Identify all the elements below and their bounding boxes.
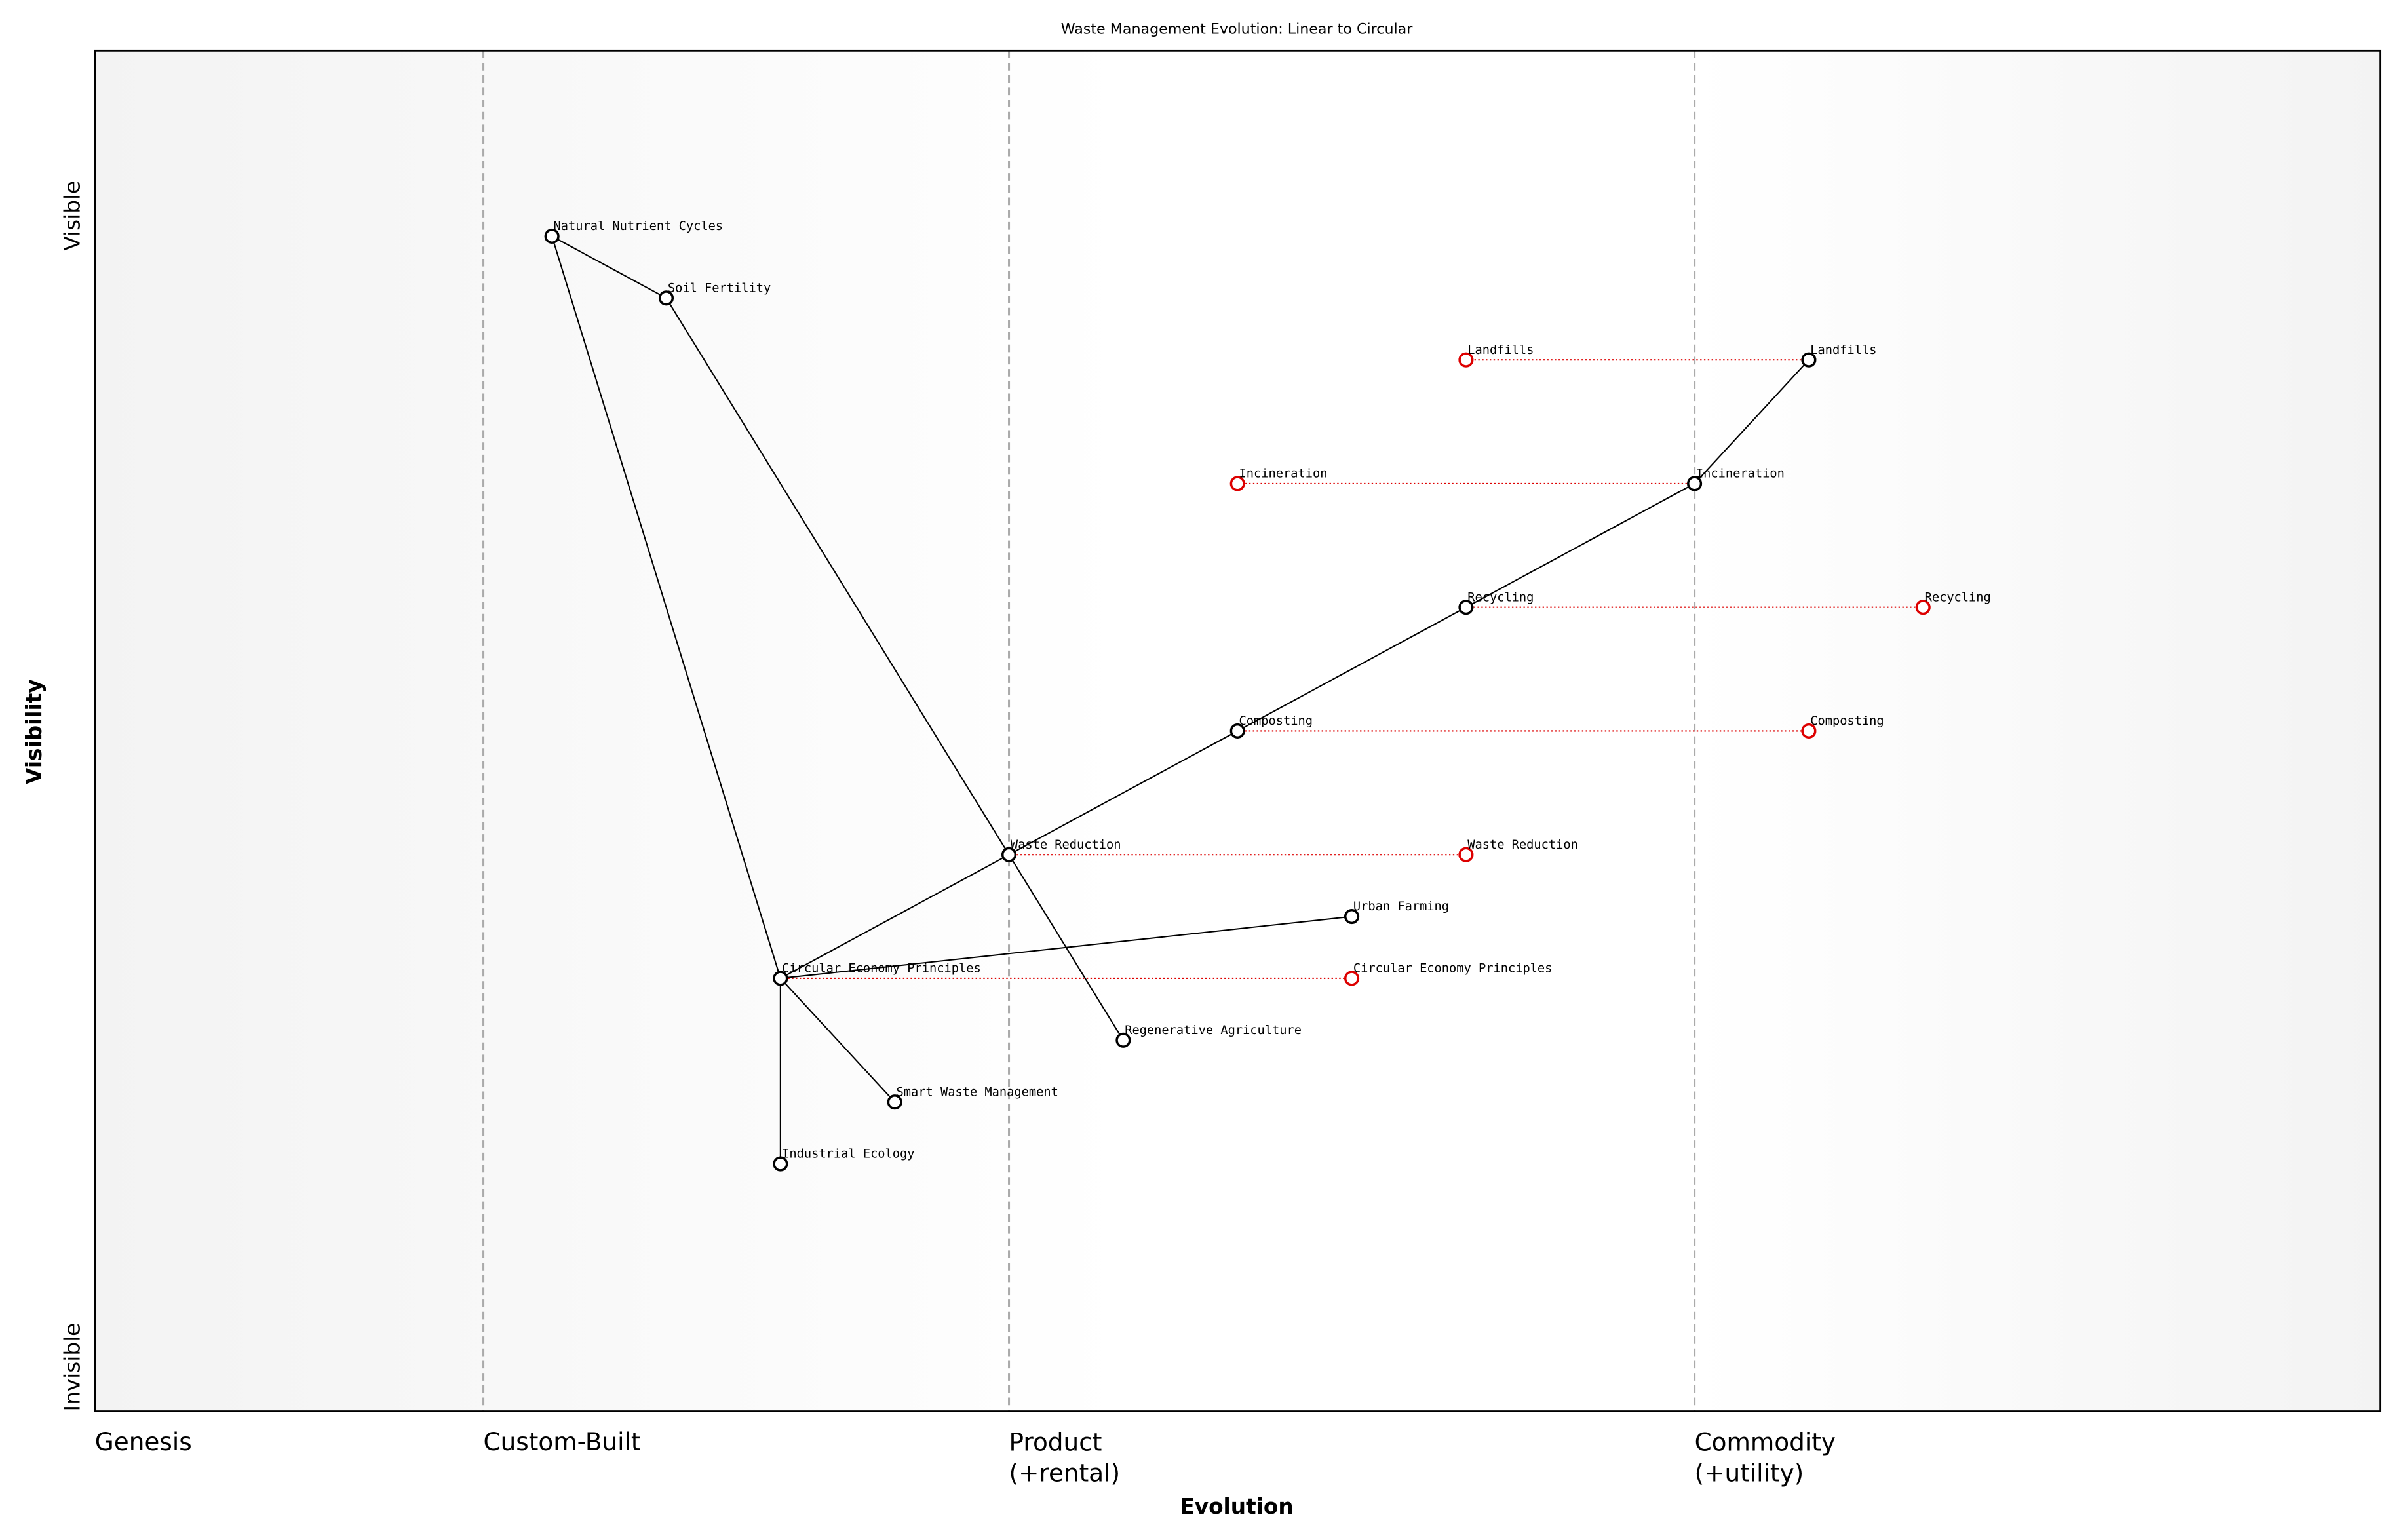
evolved-label: Incineration	[1239, 467, 1328, 481]
link	[1694, 359, 1810, 484]
component-label: Soil Fertility	[668, 281, 771, 295]
evolved-label: Recycling	[1925, 590, 1991, 604]
chart-title: Waste Management Evolution: Linear to Ci…	[1061, 21, 1414, 38]
component-label: Urban Farming	[1353, 900, 1449, 914]
evolved-label: Circular Economy Principles	[1353, 962, 1553, 976]
component	[1344, 909, 1360, 925]
evolved-component	[1344, 971, 1360, 986]
component	[1115, 1032, 1131, 1048]
y-top-label: Visible	[60, 181, 85, 251]
x-tick-label: Custom-Built	[484, 1427, 641, 1456]
link	[1009, 730, 1238, 856]
link	[665, 298, 1124, 1041]
component	[773, 1156, 788, 1172]
x-tick-label: Product (+rental)	[1009, 1427, 1121, 1487]
y-axis-label: Visibility	[22, 679, 47, 784]
evolved-label: Landfills	[1467, 343, 1534, 357]
component	[1801, 352, 1817, 368]
component-label: Natural Nutrient Cycles	[554, 220, 724, 233]
evolved-component	[1915, 600, 1931, 615]
link	[551, 235, 667, 299]
evolved-component	[1229, 476, 1245, 491]
component-label: Industrial Ecology	[782, 1147, 914, 1161]
evolved-label: Composting	[1810, 714, 1884, 728]
link	[1465, 483, 1695, 608]
plot-frame	[94, 49, 2382, 1412]
component-label: Recycling	[1467, 590, 1534, 604]
component	[1001, 847, 1017, 862]
evolved-component	[1801, 723, 1817, 739]
link	[551, 236, 781, 979]
component-label: Composting	[1239, 714, 1313, 728]
link	[780, 854, 1010, 979]
component	[1229, 723, 1245, 739]
component-label: Landfills	[1810, 343, 1876, 357]
component-label: Waste Reduction	[1011, 838, 1121, 852]
component	[773, 971, 788, 986]
y-bottom-label: Invisible	[60, 1323, 85, 1412]
component-label: Regenerative Agriculture	[1125, 1024, 1302, 1037]
link	[780, 915, 1352, 979]
evolved-component	[1458, 352, 1474, 368]
link	[780, 978, 895, 1103]
evolved-label: Waste Reduction	[1467, 838, 1578, 852]
component	[658, 290, 674, 306]
component	[1458, 600, 1474, 615]
component-label: Smart Waste Management	[897, 1085, 1058, 1099]
component	[887, 1094, 902, 1110]
link	[1237, 606, 1467, 732]
evolved-component	[1458, 847, 1474, 862]
component	[1687, 476, 1703, 491]
component-label: Circular Economy Principles	[782, 962, 981, 976]
x-tick-label: Commodity (+utility)	[1695, 1427, 1836, 1487]
x-axis-label: Evolution	[1180, 1494, 1293, 1519]
component-label: Incineration	[1696, 467, 1785, 481]
x-tick-label: Genesis	[95, 1427, 192, 1456]
component	[544, 228, 560, 244]
